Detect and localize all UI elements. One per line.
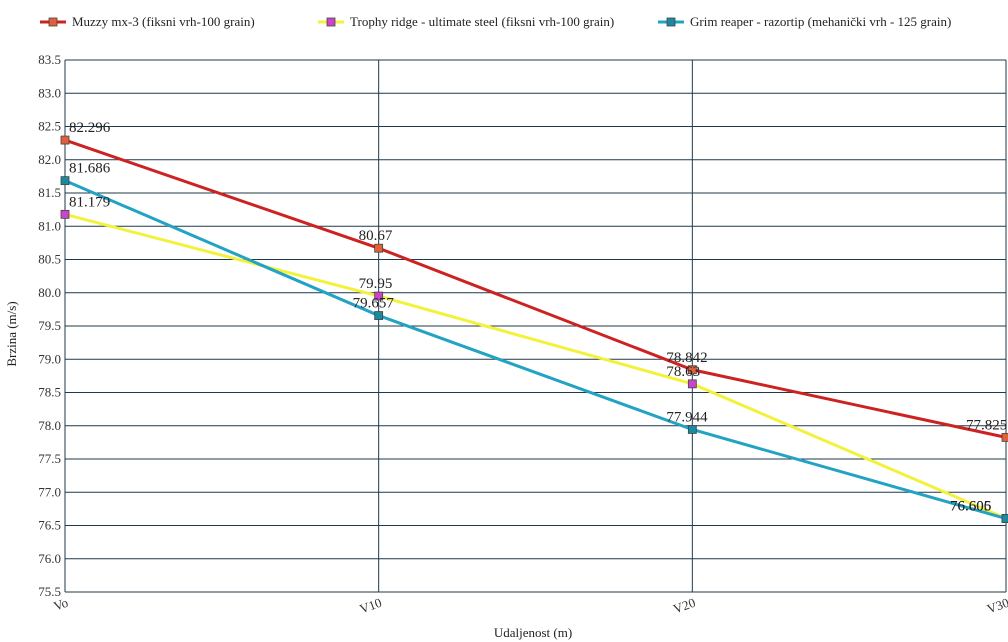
legend-swatch-marker — [666, 17, 676, 27]
series-lines — [60, 135, 1008, 523]
y-tick-label: 78.0 — [38, 418, 61, 433]
y-tick-label: 75.5 — [38, 584, 61, 599]
data-label: 76.605 — [950, 499, 991, 515]
y-tick-label: 80.0 — [38, 285, 61, 300]
legend-swatch-marker — [48, 17, 58, 27]
data-label: 79.95 — [359, 276, 393, 292]
data-label: 77.944 — [666, 409, 708, 425]
legend-label: Trophy ridge - ultimate steel (fiksni vr… — [350, 14, 614, 29]
legend: Muzzy mx-3 (fiksni vrh-100 grain) Trophy … — [40, 14, 951, 29]
y-tick-label: 78.5 — [38, 385, 61, 400]
x-axis-title: Udaljenost (m) — [494, 625, 572, 640]
x-tick-label: V10 — [358, 595, 384, 617]
data-label: 78.63 — [666, 364, 700, 380]
legend-label: Muzzy mx-3 (fiksni vrh-100 grain) — [72, 14, 255, 29]
y-tick-label: 81.0 — [38, 218, 61, 233]
series-line — [64, 179, 1007, 520]
data-point — [374, 243, 384, 253]
x-tick-label: V30 — [985, 595, 1008, 617]
data-label: 82.296 — [69, 120, 111, 136]
grid-lines — [64, 59, 1007, 593]
data-point — [60, 209, 70, 219]
y-tick-label: 83.0 — [38, 85, 61, 100]
y-tick-label: 77.5 — [38, 451, 61, 466]
y-tick-label: 76.5 — [38, 518, 61, 533]
data-point — [60, 135, 70, 145]
data-label: 81.179 — [69, 194, 110, 210]
y-tick-label: 77.0 — [38, 484, 61, 499]
y-tick-label: 80.5 — [38, 252, 61, 267]
data-labels: 82.296 80.67 78.842 77.825 81.179 79.95 78.63 7… — [69, 120, 1007, 514]
y-tick-label: 79.0 — [38, 351, 61, 366]
data-point — [687, 425, 697, 434]
y-tick-label: 79.5 — [38, 318, 61, 333]
y-tick-label: 82.0 — [38, 152, 61, 167]
y-axis-ticks: 75.5 76.0 76.5 77.0 77.5 78.0 78.5 79.0 79.5 80.0… — [38, 52, 61, 599]
legend-swatch-marker — [326, 17, 336, 27]
data-label: 80.67 — [359, 228, 393, 244]
data-label: 77.825 — [966, 417, 1007, 433]
data-label: 78.842 — [666, 350, 707, 366]
y-tick-label: 83.5 — [38, 52, 61, 67]
x-tick-label: V20 — [671, 595, 697, 617]
x-tick-label: Vo — [52, 595, 70, 614]
data-point — [1001, 432, 1008, 442]
data-point — [374, 311, 384, 320]
y-axis-title: Brzina (m/s) — [4, 301, 19, 366]
legend-label: Grim reaper - razortip (mehanički vrh - … — [690, 14, 951, 29]
series-line — [64, 212, 1007, 520]
y-tick-label: 82.5 — [38, 119, 61, 134]
x-axis-ticks: Vo V10 V20 V30 — [52, 595, 1008, 617]
y-tick-label: 81.5 — [38, 185, 61, 200]
data-point — [60, 176, 70, 186]
data-label: 76.606 — [950, 498, 992, 514]
data-label: 81.686 — [69, 161, 111, 177]
series-line — [64, 138, 1007, 439]
y-tick-label: 76.0 — [38, 551, 61, 566]
data-point — [374, 291, 384, 301]
data-point — [1001, 514, 1008, 523]
data-point — [687, 379, 697, 389]
data-label: 79.657 — [353, 296, 395, 312]
data-point — [687, 365, 697, 375]
